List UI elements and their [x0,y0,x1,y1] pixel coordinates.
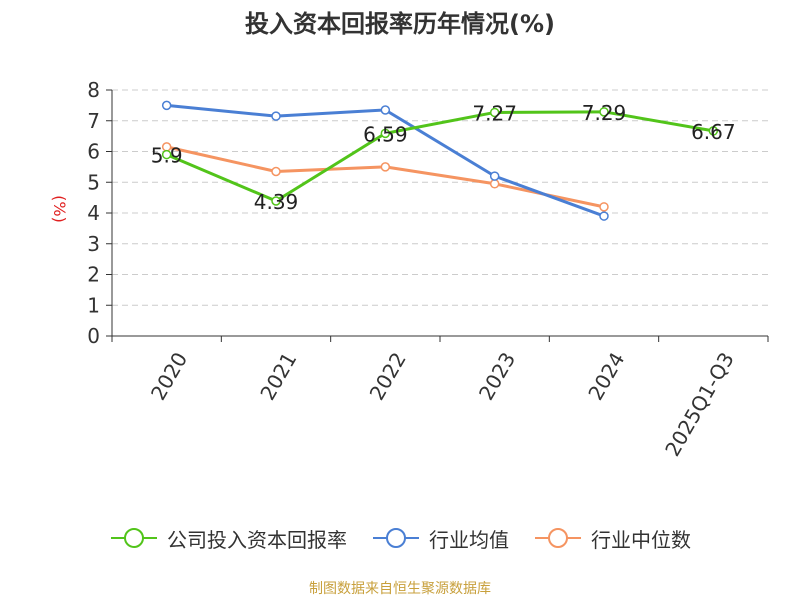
y-tick-label: 0 [87,324,100,348]
data-point [380,105,391,115]
data-label: 6.59 [363,122,408,146]
legend-label: 行业中位数 [591,527,691,552]
y-axis-label: (%) [50,195,69,223]
y-tick-label: 8 [87,78,100,102]
data-point [380,128,391,139]
legend-swatch [373,528,419,548]
data-label: 5.9 [151,144,183,168]
y-tick-label: 3 [87,232,100,256]
series-line [166,110,714,203]
y-tick-label: 4 [87,201,100,225]
data-point [599,107,609,117]
legend-label: 公司投入资本回报率 [167,527,347,552]
y-tick-label: 1 [87,293,100,317]
legend-item: 公司投入资本回报率 [109,524,347,553]
x-tick-label: 2020 [146,348,192,404]
data-point [380,162,391,172]
data-label: 7.29 [582,101,627,125]
y-tick-label: 5 [87,170,100,194]
data-point [489,179,500,189]
chart-title: 投入资本回报率历年情况(%) [245,10,555,38]
series-line [166,145,605,209]
data-point [271,196,281,206]
data-point [489,107,500,118]
y-tick-label: 7 [87,109,100,133]
data-source-note: 制图数据来自恒生聚源数据库 [309,581,491,597]
data-label: 7.27 [472,101,517,125]
data-point [489,171,500,181]
legend-swatch [535,528,581,548]
data-point [271,111,281,121]
legend-swatch [111,528,157,548]
legend-label: 行业均值 [429,527,509,552]
chart-legend: 公司投入资本回报率 行业均值 行业中位数 [0,520,800,556]
x-tick-label: 2024 [583,348,629,404]
data-point [708,126,719,136]
legend-item: 行业均值 [371,524,509,553]
data-label: 4.39 [254,190,299,214]
x-tick-label: 2025Q1-Q3 [660,348,739,460]
data-point [161,149,172,160]
data-point [271,166,281,177]
y-tick-label: 6 [87,140,100,164]
legend-item: 行业中位数 [533,524,691,553]
data-point [161,100,172,111]
data-point [599,202,609,212]
y-tick-label: 2 [87,263,100,287]
x-tick-label: 2021 [255,348,301,404]
x-tick-label: 2022 [365,348,411,404]
data-point [599,211,609,221]
data-label: 6.67 [691,120,736,144]
x-tick-label: 2023 [474,348,520,404]
